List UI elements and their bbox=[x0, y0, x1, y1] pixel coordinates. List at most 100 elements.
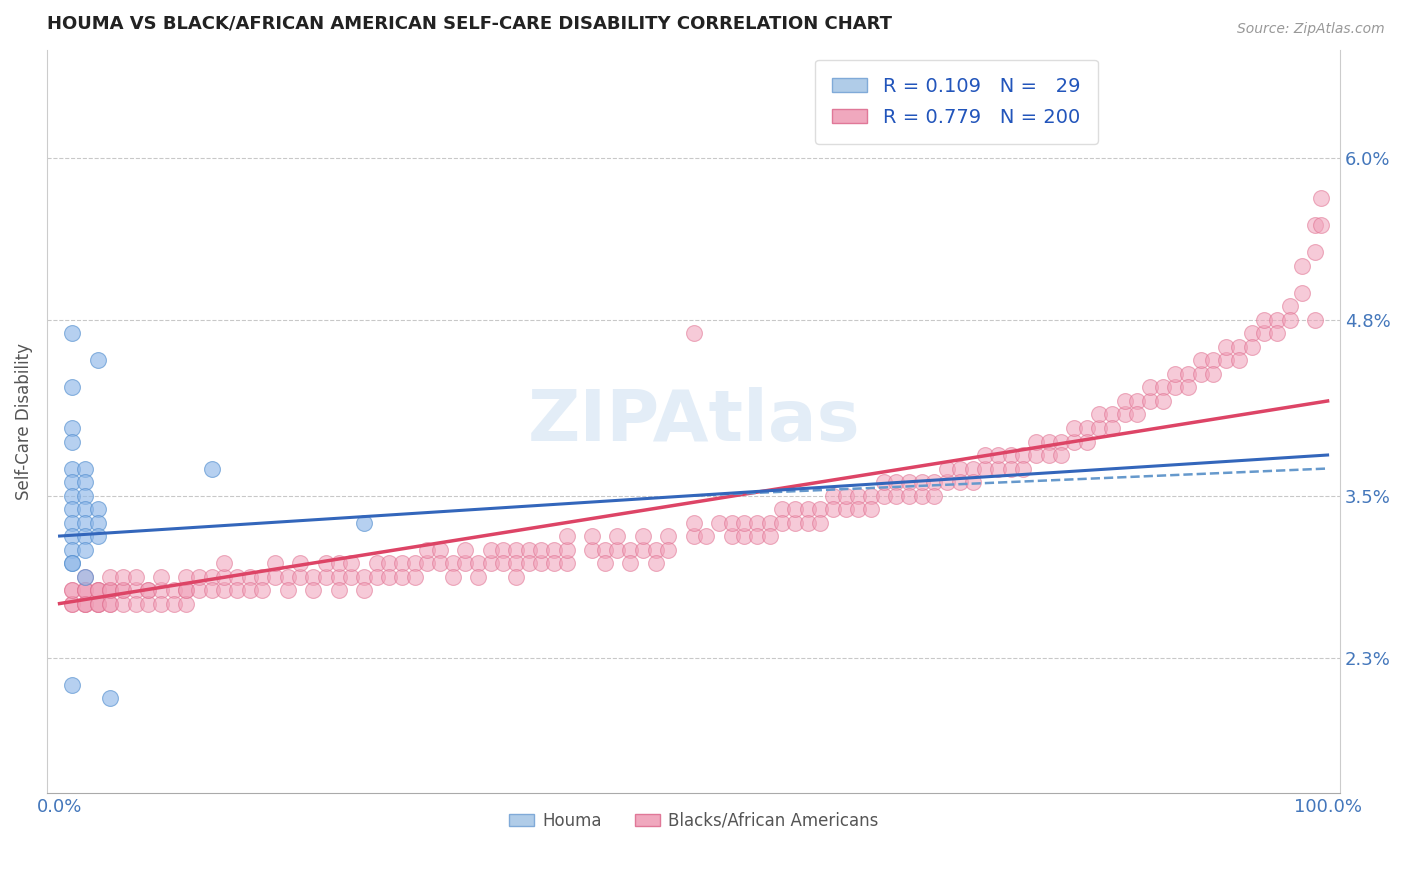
Point bbox=[60, 583, 83, 598]
Point bbox=[302, 583, 325, 598]
Point bbox=[911, 475, 934, 489]
Point bbox=[201, 583, 224, 598]
Point bbox=[1291, 259, 1313, 273]
Point bbox=[60, 326, 83, 341]
Point bbox=[593, 542, 616, 557]
Point bbox=[60, 556, 83, 570]
Point bbox=[176, 597, 198, 611]
Point bbox=[860, 502, 883, 516]
Point bbox=[1189, 353, 1212, 368]
Point bbox=[949, 475, 972, 489]
Point bbox=[555, 556, 578, 570]
Point bbox=[86, 353, 108, 368]
Point bbox=[290, 556, 312, 570]
Point bbox=[555, 529, 578, 543]
Point bbox=[124, 597, 146, 611]
Point bbox=[695, 529, 717, 543]
Point bbox=[239, 569, 262, 583]
Point bbox=[467, 556, 489, 570]
Point bbox=[783, 516, 806, 530]
Point bbox=[974, 461, 997, 475]
Point bbox=[201, 461, 224, 475]
Point bbox=[1101, 421, 1123, 435]
Point bbox=[733, 516, 755, 530]
Point bbox=[353, 516, 375, 530]
Point bbox=[391, 569, 413, 583]
Point bbox=[73, 597, 96, 611]
Point bbox=[581, 542, 603, 557]
Point bbox=[73, 583, 96, 598]
Point bbox=[1012, 461, 1035, 475]
Point bbox=[290, 569, 312, 583]
Point bbox=[1025, 434, 1047, 449]
Point bbox=[1000, 461, 1022, 475]
Point bbox=[479, 556, 502, 570]
Point bbox=[60, 529, 83, 543]
Point bbox=[60, 461, 83, 475]
Point bbox=[505, 569, 527, 583]
Point bbox=[1253, 313, 1275, 327]
Point bbox=[264, 569, 287, 583]
Point bbox=[808, 516, 831, 530]
Point bbox=[1177, 367, 1199, 381]
Point bbox=[682, 529, 704, 543]
Point bbox=[796, 516, 818, 530]
Point bbox=[974, 448, 997, 462]
Point bbox=[1139, 380, 1161, 394]
Point bbox=[758, 516, 780, 530]
Point bbox=[1050, 434, 1073, 449]
Point bbox=[73, 502, 96, 516]
Point bbox=[416, 556, 439, 570]
Point bbox=[264, 556, 287, 570]
Point bbox=[479, 542, 502, 557]
Point bbox=[378, 569, 401, 583]
Point bbox=[657, 529, 679, 543]
Point bbox=[936, 475, 959, 489]
Point bbox=[860, 489, 883, 503]
Point bbox=[124, 583, 146, 598]
Point bbox=[98, 569, 121, 583]
Point bbox=[150, 583, 173, 598]
Point bbox=[60, 380, 83, 394]
Point bbox=[163, 597, 186, 611]
Point bbox=[1202, 353, 1225, 368]
Point bbox=[505, 542, 527, 557]
Point bbox=[467, 569, 489, 583]
Text: ZIPAtlas: ZIPAtlas bbox=[527, 387, 860, 456]
Point bbox=[60, 583, 83, 598]
Point bbox=[252, 569, 274, 583]
Point bbox=[962, 475, 984, 489]
Point bbox=[98, 691, 121, 706]
Point bbox=[111, 569, 134, 583]
Point bbox=[328, 556, 350, 570]
Point bbox=[214, 569, 236, 583]
Point bbox=[707, 516, 730, 530]
Point bbox=[987, 448, 1010, 462]
Point bbox=[1310, 219, 1333, 233]
Point bbox=[226, 569, 249, 583]
Point bbox=[60, 502, 83, 516]
Point bbox=[1164, 380, 1187, 394]
Point bbox=[1126, 394, 1149, 409]
Point bbox=[492, 556, 515, 570]
Point bbox=[1291, 285, 1313, 300]
Point bbox=[1126, 408, 1149, 422]
Point bbox=[188, 583, 211, 598]
Point bbox=[1303, 313, 1326, 327]
Point bbox=[1215, 340, 1237, 354]
Point bbox=[111, 583, 134, 598]
Point bbox=[454, 556, 477, 570]
Point bbox=[873, 475, 896, 489]
Point bbox=[136, 583, 159, 598]
Point bbox=[1114, 408, 1136, 422]
Point bbox=[214, 583, 236, 598]
Point bbox=[214, 556, 236, 570]
Point bbox=[924, 475, 946, 489]
Text: Source: ZipAtlas.com: Source: ZipAtlas.com bbox=[1237, 22, 1385, 37]
Point bbox=[366, 556, 388, 570]
Point bbox=[1076, 421, 1098, 435]
Point bbox=[517, 556, 540, 570]
Point bbox=[555, 542, 578, 557]
Point bbox=[505, 556, 527, 570]
Point bbox=[429, 542, 451, 557]
